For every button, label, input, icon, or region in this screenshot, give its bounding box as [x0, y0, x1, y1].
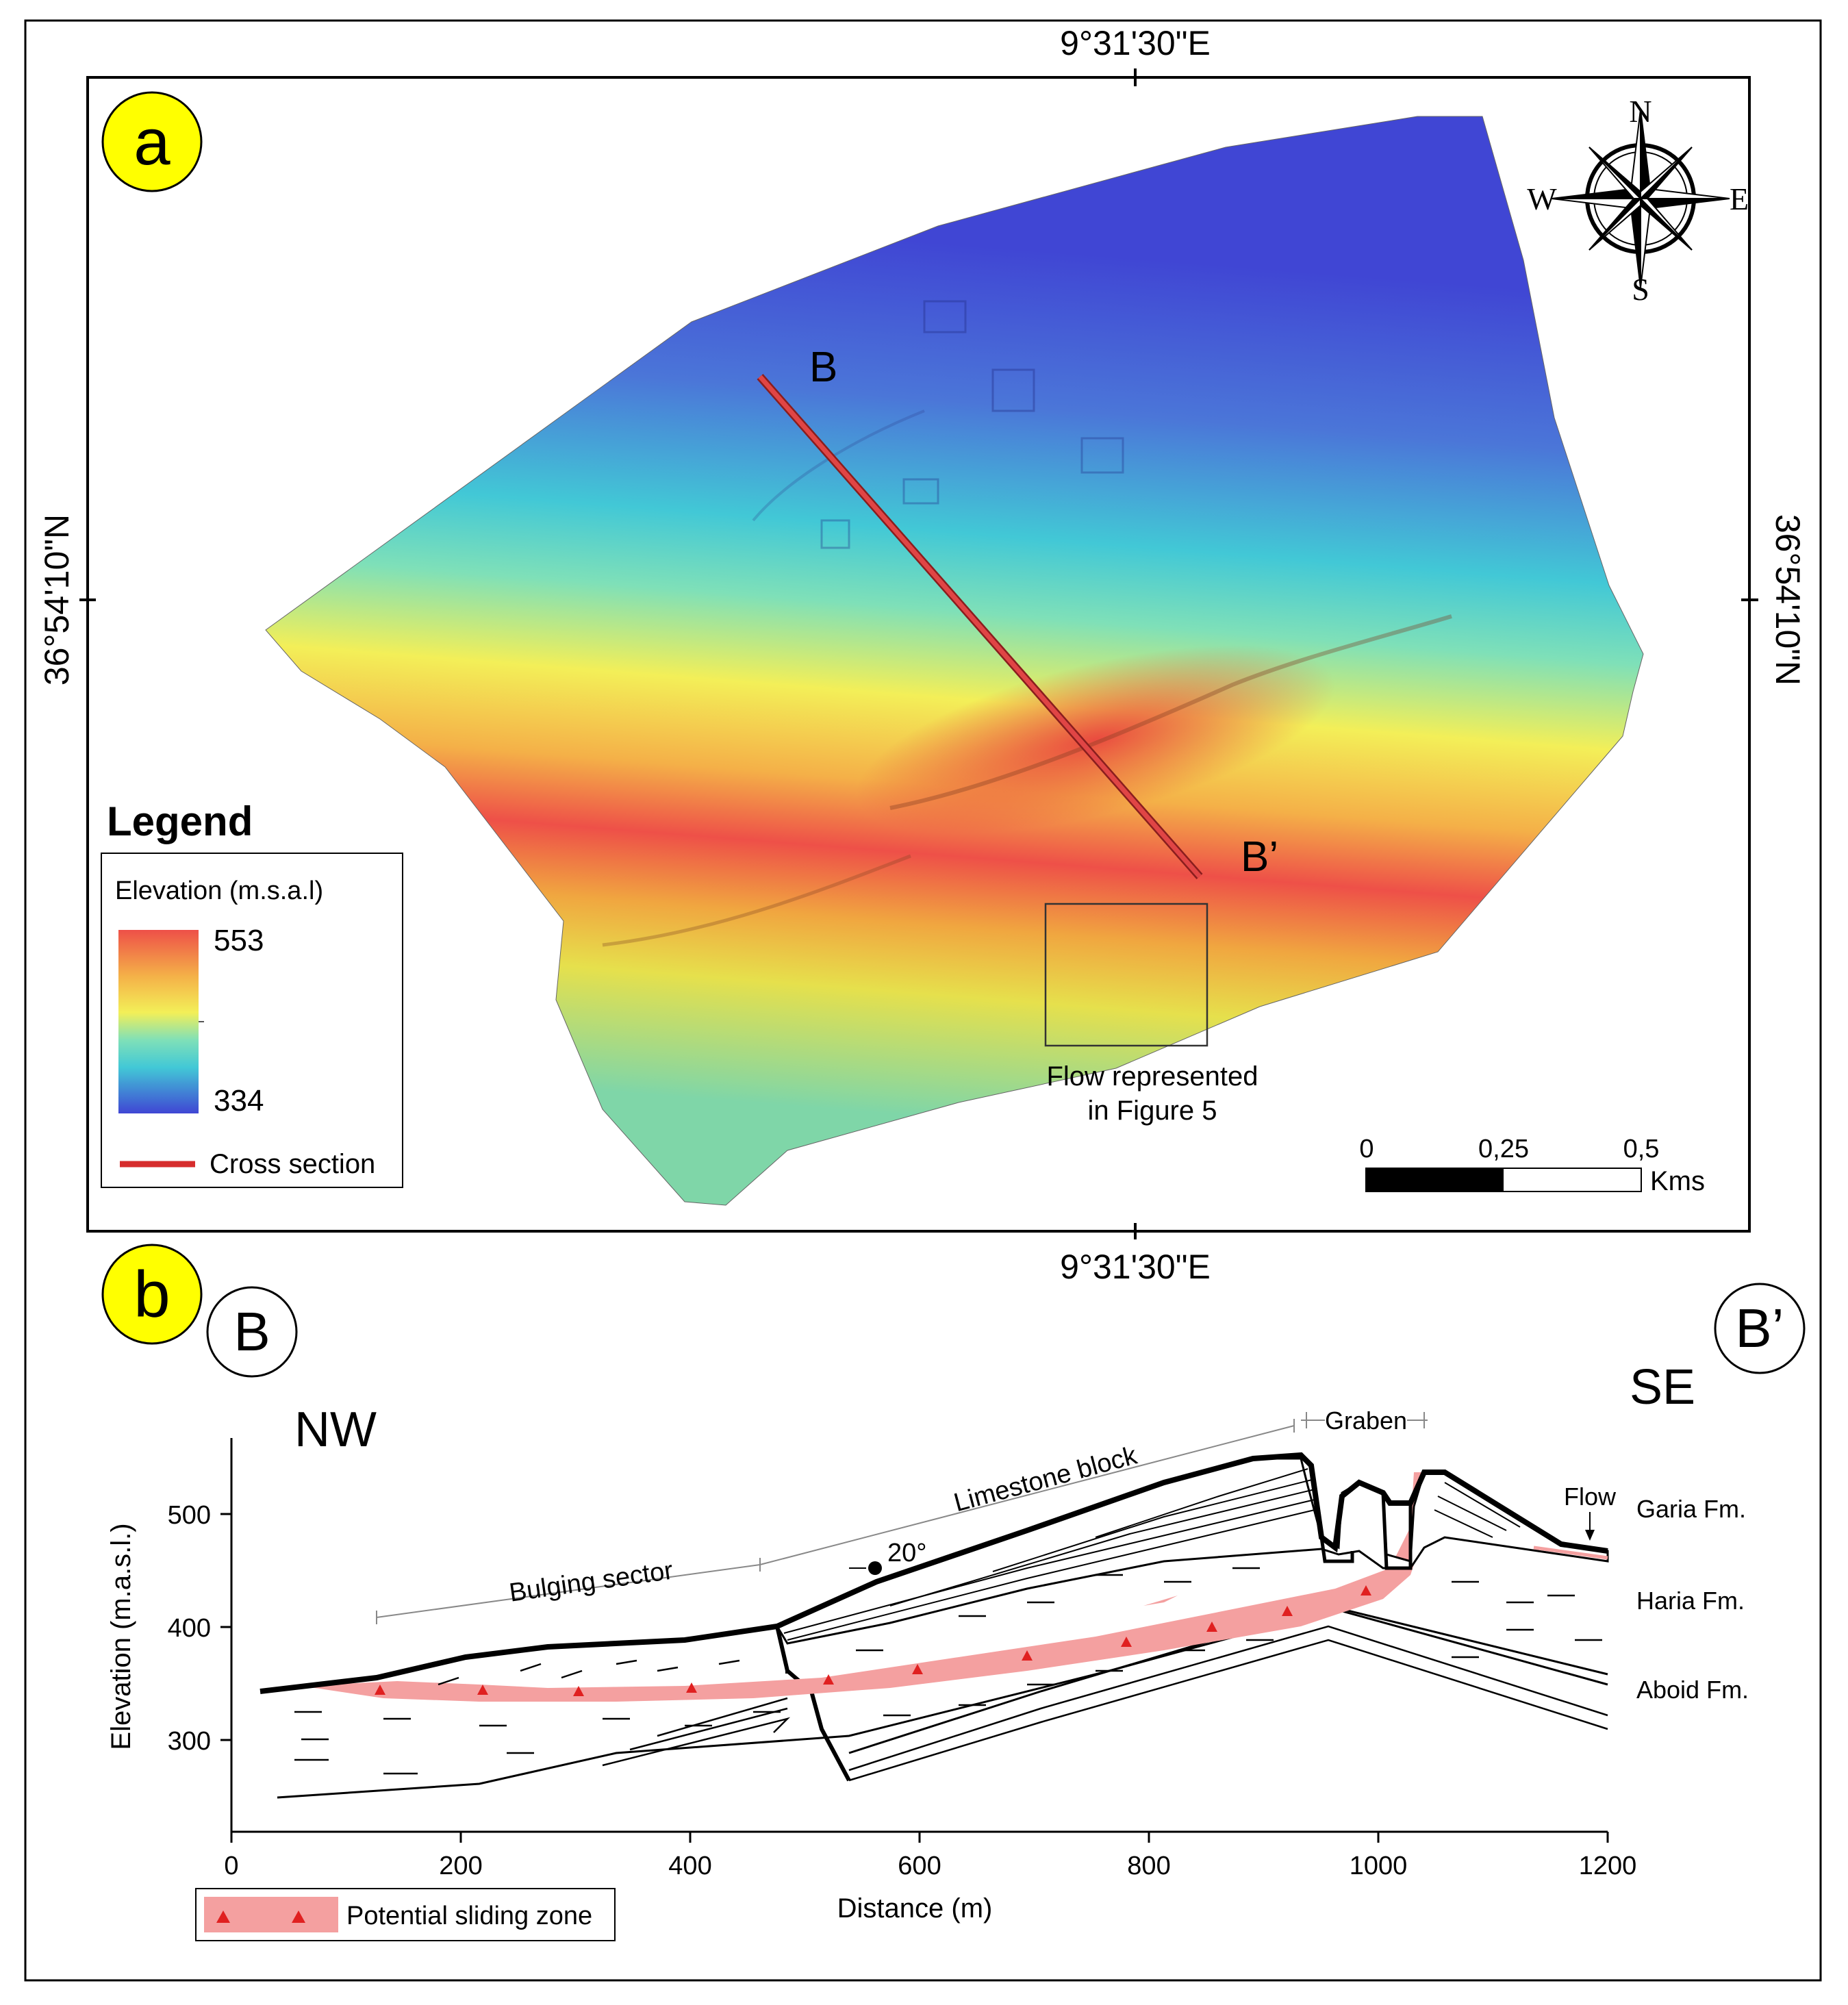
flow-box-caption-line2: in Figure 5	[1088, 1096, 1217, 1126]
compass-rose-icon	[1551, 109, 1730, 288]
sliding-zone-marker-icon	[823, 1674, 834, 1685]
profile-end-label: B’	[1735, 1298, 1784, 1359]
x-tick-label: 0	[224, 1852, 238, 1880]
sliding-legend-swatch	[204, 1897, 338, 1932]
fault-line	[775, 1626, 851, 1782]
scale-tick-025: 0,25	[1478, 1135, 1529, 1163]
graben-label: Graben	[1325, 1407, 1407, 1435]
sliding-zone-marker-icon	[686, 1682, 697, 1693]
compass-w: W	[1527, 181, 1557, 216]
elevation-map	[265, 116, 1644, 1206]
compass-n: N	[1629, 94, 1651, 129]
nw-label: NW	[294, 1402, 377, 1457]
profile-start-label: B	[233, 1301, 270, 1362]
compass-s: S	[1632, 272, 1649, 307]
sliding-zone-marker-icon	[1282, 1606, 1293, 1616]
sliding-zone-marker-icon	[477, 1685, 488, 1695]
sliding-legend-label: Potential sliding zone	[346, 1902, 592, 1930]
dip-symbol	[868, 1561, 882, 1575]
panel-b: b B B’ NW SE 300 400 500 0 200 400 600 800 1000…	[101, 1244, 1806, 1941]
aboid-fm-label: Aboid Fm.	[1636, 1676, 1749, 1704]
section-start-label: B	[809, 344, 837, 391]
bottom-longitude-label: 9°31'30"E	[1060, 1248, 1211, 1286]
ridge-highlight	[855, 645, 1336, 834]
map-frame	[86, 76, 1751, 1233]
scale-tick-0: 0	[1359, 1135, 1374, 1163]
x-tick-label: 1200	[1579, 1852, 1637, 1880]
left-latitude-label: 36°54'10"N	[38, 514, 76, 685]
y-tick-label: 400	[168, 1614, 211, 1643]
sliding-zone-marker-icon	[375, 1685, 385, 1695]
x-ticks: 0 200 400 600 800 1000 1200	[224, 1832, 1636, 1880]
sliding-zone	[301, 1472, 1424, 1702]
x-tick-label: 400	[668, 1852, 711, 1880]
sliding-zone-marker-icon	[1121, 1637, 1132, 1647]
topography-line	[260, 1452, 1608, 1694]
sliding-zone-marker-icon	[912, 1664, 923, 1674]
x-tick-label: 1000	[1350, 1852, 1408, 1880]
sliding-zone-marker-icon	[1360, 1585, 1371, 1596]
panel-b-badge	[101, 1244, 203, 1345]
compass-e: E	[1730, 181, 1749, 216]
flow-box-caption-line1: Flow represented	[1046, 1061, 1258, 1092]
outer-frame	[24, 19, 1822, 1982]
legend-max: 553	[214, 924, 264, 957]
haria-fm-label: Haria Fm.	[1636, 1587, 1745, 1615]
aboid-base	[277, 1608, 1608, 1799]
panel-a: 9°31'30"E 9°31'30"E 36°54'10"N 36°54'10"…	[38, 24, 1807, 1286]
panel-a-badge	[101, 91, 203, 192]
section-end-label: B’	[1241, 833, 1278, 881]
y-ticks: 300 400 500	[168, 1501, 231, 1756]
y-axis-label: Elevation (m.a.s.l.)	[106, 1523, 136, 1750]
x-axis-label: Distance (m)	[837, 1893, 993, 1924]
marl-texture	[294, 1567, 1602, 1775]
x-tick-label: 600	[898, 1852, 941, 1880]
dip-label: 20°	[887, 1539, 926, 1567]
start-label-circle	[206, 1286, 298, 1378]
sliding-zone-marker-icon	[1022, 1650, 1033, 1661]
legend-color-ramp	[118, 930, 199, 1113]
panel-a-label: a	[134, 105, 170, 179]
sliding-zone-markers	[375, 1585, 1371, 1696]
bulging-range-line	[376, 1564, 761, 1618]
bulging-sector-label: Bulging sector	[507, 1556, 675, 1608]
legend-title: Legend	[107, 798, 253, 844]
end-label-circle	[1714, 1283, 1806, 1374]
legend-cross-section-label: Cross section	[210, 1149, 375, 1179]
garia-fm-label: Garia Fm.	[1636, 1495, 1746, 1523]
se-label: SE	[1630, 1360, 1695, 1415]
scale-bar	[1365, 1168, 1642, 1192]
right-latitude-label: 36°54'10"N	[1769, 514, 1807, 685]
flow-box	[1044, 903, 1208, 1047]
scale-unit: Kms	[1650, 1166, 1705, 1196]
scale-tick-05: 0,5	[1623, 1135, 1660, 1163]
top-longitude-label: 9°31'30"E	[1060, 24, 1211, 62]
limestone-range-line	[759, 1425, 1295, 1565]
panel-b-label: b	[134, 1258, 170, 1331]
sliding-zone-marker-icon	[573, 1686, 584, 1696]
legend-min: 334	[214, 1084, 264, 1118]
x-tick-label: 800	[1127, 1852, 1170, 1880]
flow-label: Flow	[1564, 1483, 1617, 1511]
y-tick-label: 300	[168, 1727, 211, 1756]
y-tick-label: 500	[168, 1501, 211, 1530]
x-tick-label: 200	[439, 1852, 482, 1880]
sliding-zone-marker-icon	[1206, 1622, 1217, 1632]
legend-elevation-label: Elevation (m.s.a.l)	[115, 877, 323, 905]
